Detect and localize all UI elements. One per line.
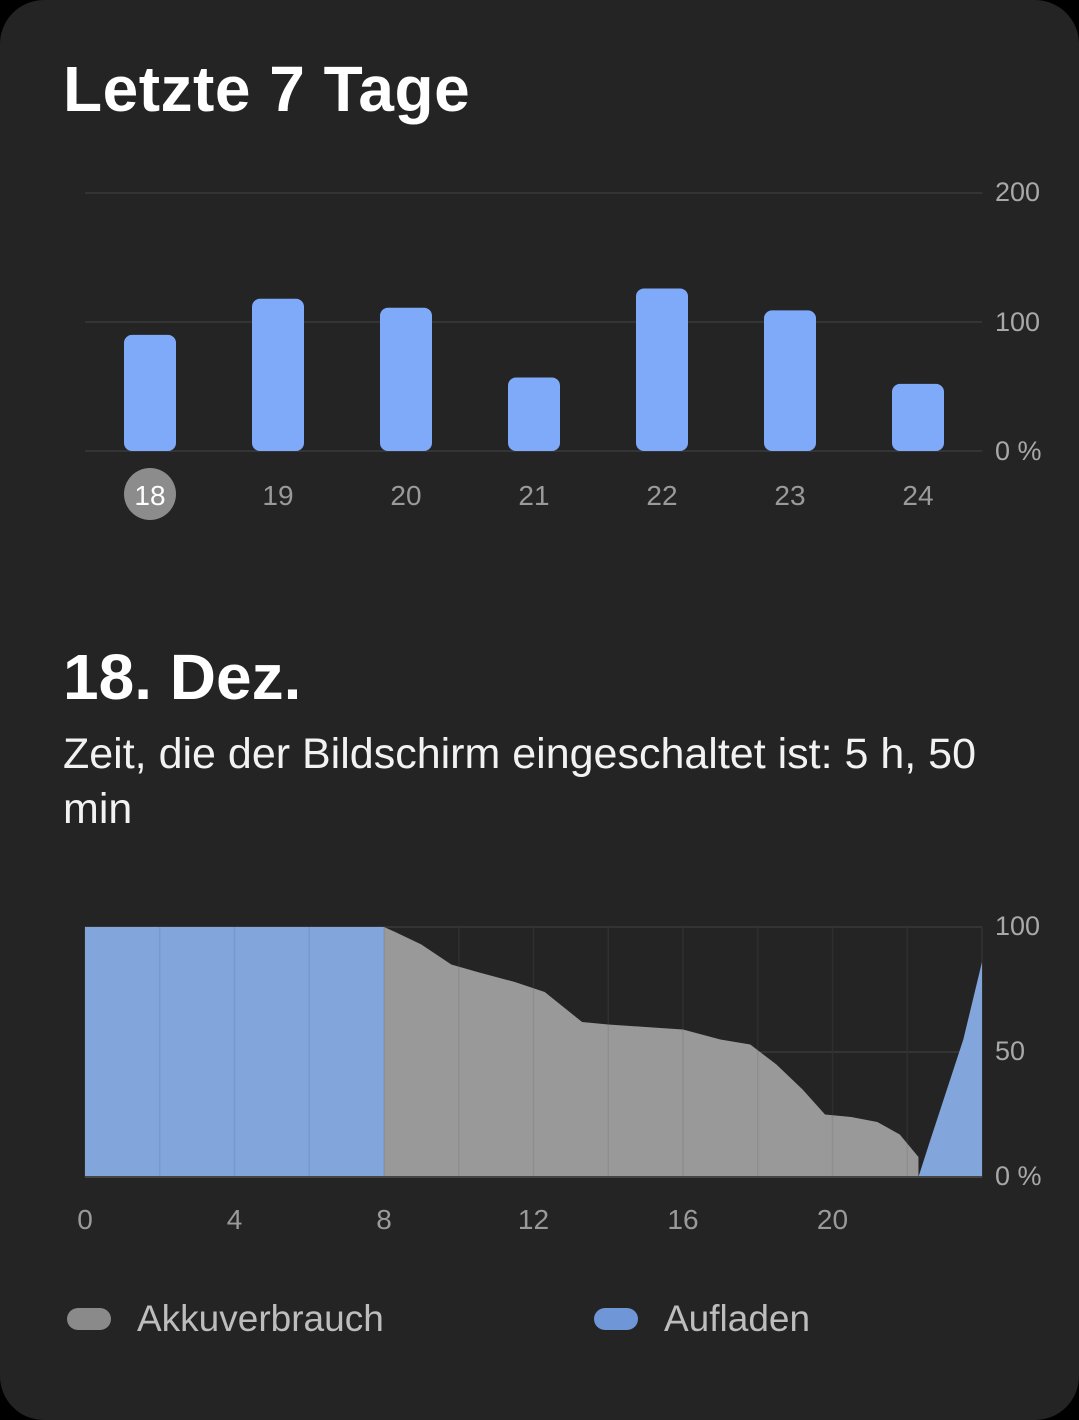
y-tick-label: 100 (995, 307, 1040, 337)
weekly-x-labels: 18 19 20 21 22 23 24 (134, 480, 933, 511)
usage-legend-label: Akkuverbrauch (137, 1298, 384, 1339)
y-tick-label: 0 % (995, 1161, 1042, 1191)
bar-day-21[interactable] (508, 377, 560, 451)
y-tick-label: 0 % (995, 436, 1042, 466)
weekly-title: Letzte 7 Tage (63, 53, 471, 125)
x-tick-label-day[interactable]: 20 (390, 480, 421, 511)
x-tick-label-day[interactable]: 24 (902, 480, 933, 511)
usage-area-1[interactable] (384, 927, 919, 1177)
x-tick-label-day[interactable]: 22 (646, 480, 677, 511)
charging-area-0[interactable] (85, 927, 384, 1177)
charging-area-2[interactable] (918, 962, 982, 1177)
charging-swatch (594, 1308, 638, 1330)
x-tick-label-hour: 16 (667, 1204, 698, 1235)
x-tick-label-hour: 20 (817, 1204, 848, 1235)
daily-x-labels: 0 4 8 12 16 20 (77, 1204, 848, 1235)
bar-day-20[interactable] (380, 307, 432, 451)
x-tick-label-hour: 4 (227, 1204, 243, 1235)
screen-on-time: Zeit, die der Bildschirm eingeschaltet i… (63, 730, 976, 833)
y-tick-label: 100 (995, 911, 1040, 941)
bar-day-19[interactable] (252, 298, 304, 451)
x-tick-label-day[interactable]: 19 (262, 480, 293, 511)
bar-day-23[interactable] (764, 310, 816, 451)
weekly-bars (124, 288, 944, 451)
x-tick-label-day[interactable]: 21 (518, 480, 549, 511)
x-tick-label-day[interactable]: 18 (134, 480, 165, 511)
daily-y-tick-labels: 100 50 0 % (995, 911, 1042, 1191)
y-tick-label: 50 (995, 1036, 1025, 1066)
weekly-y-tick-labels: 200 100 0 % (995, 177, 1042, 466)
x-tick-label-hour: 12 (518, 1204, 549, 1235)
x-tick-label-day[interactable]: 23 (774, 480, 805, 511)
legend-usage: Akkuverbrauch (67, 1294, 384, 1344)
bar-day-18[interactable] (124, 334, 176, 451)
charging-legend-label: Aufladen (664, 1298, 811, 1339)
x-tick-label-hour: 0 (77, 1204, 93, 1235)
usage-swatch (67, 1308, 111, 1330)
x-tick-label-hour: 8 (376, 1204, 392, 1235)
daily-areas (85, 927, 982, 1177)
daily-battery-chart[interactable]: 100 50 0 % 0 4 8 12 16 20 (0, 880, 1079, 1280)
bar-day-24[interactable] (892, 383, 944, 451)
selected-day-badge (124, 468, 176, 520)
selected-date-title: 18. Dez. (63, 641, 302, 713)
y-tick-label: 200 (995, 177, 1040, 207)
legend-charging: Aufladen (594, 1294, 810, 1344)
bar-day-22[interactable] (636, 288, 688, 451)
weekly-bar-chart[interactable]: 200 100 0 % 18 19 20 21 22 23 24 (0, 0, 1079, 560)
daily-vgrid-overlay (159, 927, 908, 1177)
